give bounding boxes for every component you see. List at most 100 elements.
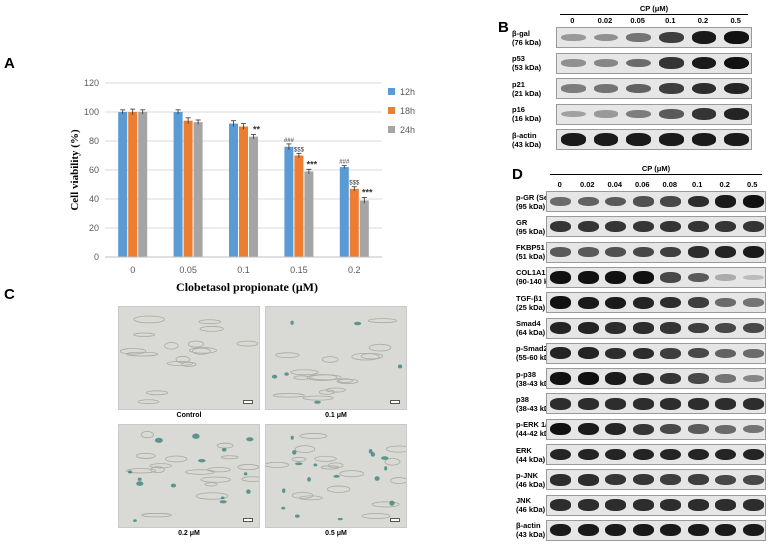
cell-outline [188, 347, 217, 354]
x-axis-label: Clobetasol propionate (μM) [176, 280, 318, 294]
cell-outline [150, 466, 165, 473]
panel-letter-d: D [512, 166, 523, 183]
significance-label: $$$ [294, 147, 305, 153]
cell-outline [220, 455, 239, 460]
sa-beta-gal-stain [381, 456, 389, 460]
blot-band [724, 31, 750, 44]
blot-strip [556, 103, 752, 125]
blot-title: CP (μM) [641, 164, 671, 173]
kda-label: (90-140 kDa) [516, 277, 561, 287]
blot-band [605, 247, 627, 258]
bar-18h [294, 155, 304, 257]
blot-band [687, 398, 709, 410]
significance-label: *** [307, 159, 318, 169]
blot-band [742, 348, 764, 358]
blot-band [605, 347, 627, 360]
blot-band [560, 33, 586, 42]
blot-band [660, 347, 682, 359]
blot-band [742, 398, 764, 410]
sa-beta-gal-stain [333, 474, 340, 478]
blot-band [560, 84, 586, 93]
blot-band [550, 221, 572, 233]
blot-band [577, 296, 599, 309]
cell-outline [367, 318, 398, 324]
blot-band [658, 109, 684, 119]
blot-band [660, 448, 682, 461]
kda-label: (64 kDa) [516, 328, 546, 337]
blot-band [715, 448, 737, 461]
sa-beta-gal-stain [170, 483, 177, 488]
bar-18h [128, 112, 138, 257]
legend-label: 18h [400, 106, 415, 116]
blot-band [660, 423, 682, 435]
cell-outline [133, 332, 156, 337]
blot-band [605, 499, 627, 511]
panel-letter-b: B [498, 19, 509, 36]
sa-beta-gal-stain [290, 320, 294, 325]
blot-band [632, 271, 654, 284]
blot-band [724, 108, 750, 120]
micrograph-3 [118, 424, 260, 528]
cell-outline [314, 455, 337, 462]
blot-strip [546, 368, 766, 390]
cell-outline [318, 389, 336, 395]
blot-band [605, 322, 627, 334]
blot-band [577, 423, 599, 436]
blot-band [687, 474, 709, 486]
y-tick-label: 100 [84, 107, 99, 117]
blot-band [687, 221, 709, 233]
micrograph-caption: Control [176, 412, 202, 419]
bar-18h [349, 188, 359, 257]
cell-outline [207, 467, 231, 473]
blot-band [626, 58, 652, 68]
cell-outline [361, 513, 391, 519]
blot-title-underline [550, 174, 762, 175]
blot-strip [546, 469, 766, 491]
cell-outline [384, 457, 401, 466]
blot-band [550, 347, 572, 360]
blot-band [605, 372, 627, 385]
blot-band [687, 373, 709, 384]
blot-band [715, 322, 737, 334]
sa-beta-gal-stain [337, 517, 343, 521]
sa-beta-gal-stain [284, 372, 289, 376]
blot-band [742, 474, 764, 485]
blot-band [605, 524, 627, 537]
lane-label: 0.5 [747, 180, 758, 189]
blot-band [577, 499, 599, 511]
blot-band [550, 499, 572, 511]
blot-strip [546, 266, 766, 288]
x-tick-label: 0.15 [290, 265, 308, 275]
protein-label: p21 [512, 79, 525, 89]
micrograph-caption: 0.5 μM [325, 530, 347, 537]
lane-label: 0.1 [665, 16, 676, 25]
micrograph-caption: 0.2 μM [178, 530, 200, 537]
lane-label: 0 [570, 16, 575, 25]
sa-beta-gal-stain [246, 489, 251, 494]
bar-12h [173, 112, 183, 257]
blot-band [715, 298, 737, 308]
blot-band [715, 348, 737, 358]
sa-beta-gal-stain [370, 452, 376, 457]
y-tick-label: 20 [89, 223, 99, 233]
sa-beta-gal-stain [313, 463, 318, 467]
cell-outline [351, 352, 380, 361]
blot-band [593, 110, 619, 118]
blot-band [593, 84, 619, 93]
sa-beta-gal-stain [397, 364, 403, 369]
blot-band [691, 133, 717, 146]
protein-label: β-gal [512, 28, 530, 38]
blot-band [660, 499, 682, 511]
blot-band [742, 245, 764, 259]
blot-band [577, 196, 599, 207]
micrograph-cells [271, 318, 403, 404]
blot-strip [546, 191, 766, 212]
blot-band [715, 398, 737, 410]
blot-band [560, 110, 586, 118]
blot-band [742, 448, 764, 461]
cell-outline [187, 340, 204, 348]
cell-outline [181, 361, 197, 367]
blot-band [660, 196, 682, 207]
sa-beta-gal-stain [192, 433, 200, 439]
x-tick-label: 0.1 [237, 265, 250, 275]
